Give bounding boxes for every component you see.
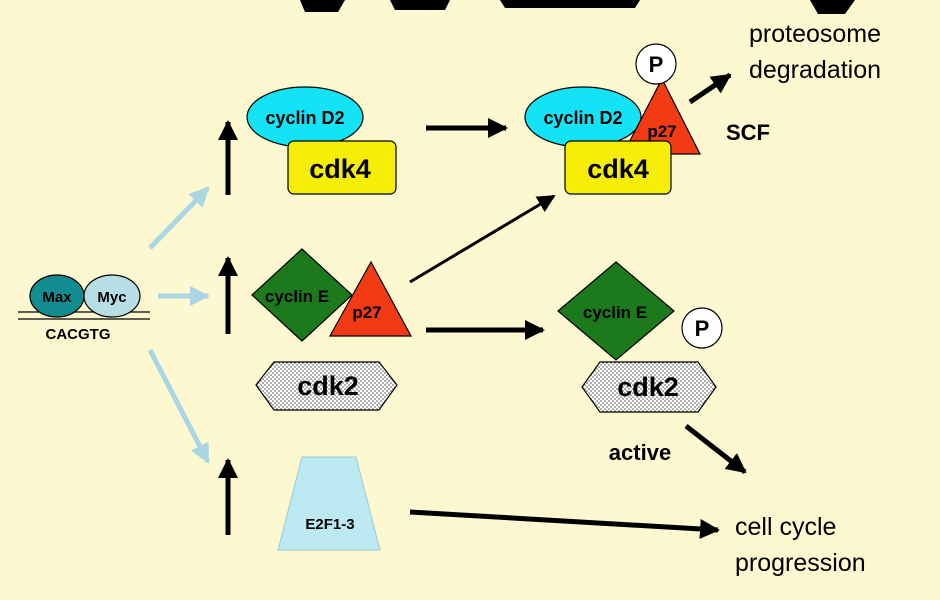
myc-arrow-to-e2f xyxy=(147,348,211,464)
myc-label: Myc xyxy=(97,289,126,306)
active-cyclin-e-shape xyxy=(557,261,675,361)
progression-outcome: cell cycle progression xyxy=(735,513,866,577)
cyclin-e-p27-cdk2-complex: cyclin E p27 cdk2 xyxy=(251,248,413,411)
arrow-to-degradation xyxy=(688,72,732,105)
max-label: Max xyxy=(42,289,72,306)
degradation-line1: proteosome xyxy=(749,20,881,48)
e2f-label: E2F1-3 xyxy=(305,516,354,533)
myc-arrow-to-cyclin-d2 xyxy=(148,186,210,250)
cdk2-shape xyxy=(255,361,398,411)
cyclin-e-label: cyclin E xyxy=(265,287,329,306)
scf-label: SCF xyxy=(726,120,770,145)
phospho-circle xyxy=(635,43,677,85)
phospho-label: P xyxy=(649,52,664,77)
active-label: active xyxy=(609,440,671,465)
cropped-title-fragment xyxy=(810,0,855,14)
scf-cdk4-shape xyxy=(564,140,672,195)
cyclin-e-shape xyxy=(251,248,353,342)
cyclin-d2-cdk4-complex: cyclin D2 cdk4 xyxy=(246,86,397,195)
cyclin-d2-label: cyclin D2 xyxy=(265,108,344,128)
scf-cdk4-label: cdk4 xyxy=(587,154,649,184)
active-cdk2-label: cdk2 xyxy=(617,372,679,402)
progression-line2: progression xyxy=(735,549,866,577)
progression-line1: cell cycle xyxy=(735,513,836,541)
scf-p27-label: p27 xyxy=(647,122,676,141)
scf-cyclin-d2-label: cyclin D2 xyxy=(543,108,622,128)
myc-protein xyxy=(83,274,141,318)
ebox-sequence-label: CACGTG xyxy=(46,326,111,343)
degradation-outcome: proteosome degradation xyxy=(749,20,881,84)
cdk4-shape xyxy=(287,140,397,195)
arrow-active-to-progression xyxy=(684,424,747,474)
active-phospho-label: P xyxy=(695,316,710,341)
cropped-title-fragment xyxy=(390,0,450,10)
cropped-title-fragment xyxy=(300,0,345,12)
p27-shape xyxy=(328,260,413,337)
cdk4-label: cdk4 xyxy=(309,154,371,184)
degradation-line2: degradation xyxy=(749,56,881,84)
arrow-e2f-to-progression xyxy=(409,509,720,539)
active-cyclin-e-cdk2-complex: cyclin E cdk2 P active xyxy=(557,261,723,465)
e2f-shape xyxy=(277,456,381,551)
cropped-title-fragment xyxy=(500,0,640,8)
cdk2-label: cdk2 xyxy=(297,371,359,401)
active-cyclin-e-label: cyclin E xyxy=(583,303,647,322)
active-phospho-circle xyxy=(681,307,723,349)
active-cdk2-shape xyxy=(581,361,717,413)
p27-label: p27 xyxy=(352,303,381,322)
cyclin-d2-cdk4-p27-scf-complex: cyclin D2 p27 cdk4 P SCF xyxy=(524,43,770,195)
e2f-factor: E2F1-3 xyxy=(277,456,381,551)
max-myc-promoter: Max Myc CACGTG xyxy=(18,274,150,343)
arrow-p27-transfer xyxy=(409,194,556,284)
